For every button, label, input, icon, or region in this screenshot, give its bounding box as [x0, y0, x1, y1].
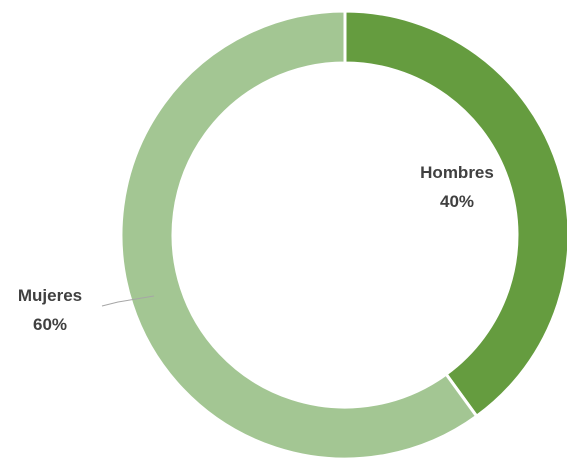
label-mujeres: Mujeres 60%	[18, 286, 82, 334]
slice-mujeres	[119, 9, 479, 459]
slice-value-hombres: 40%	[440, 192, 474, 211]
leader-line-mujeres	[101, 295, 155, 307]
slice-label-hombres: Hombres	[420, 163, 494, 182]
slice-value-mujeres: 60%	[33, 315, 67, 334]
label-hombres: Hombres 40%	[420, 163, 494, 211]
slice-hombres	[343, 9, 567, 419]
slice-label-mujeres: Mujeres	[18, 286, 82, 305]
slices-group	[119, 9, 567, 459]
